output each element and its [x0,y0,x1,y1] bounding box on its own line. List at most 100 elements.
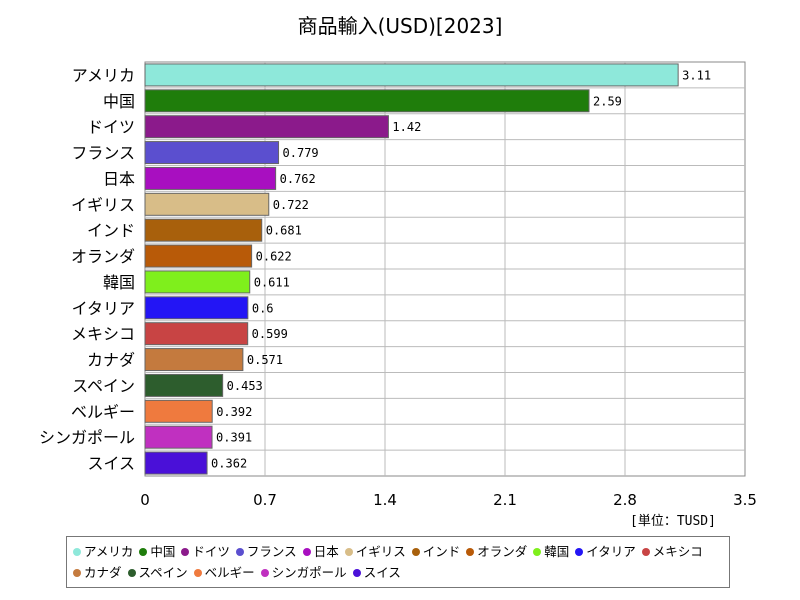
axis-layer: 0 0.7 1.4 2.1 2.8 3.5 [140,491,757,509]
legend-item: 韓国 [533,541,569,562]
category-label: イタリア [72,299,135,318]
legend-swatch [344,547,353,556]
legend-label: イタリア [586,544,636,559]
legend-label: 中国 [150,544,176,559]
category-label: オランダ [71,247,135,266]
value-label: 0.571 [247,353,283,367]
legend-label: 韓国 [544,544,570,559]
value-label: 0.622 [256,250,292,264]
bar [144,244,253,268]
legend-item: アメリカ [73,541,133,562]
bar [144,218,263,242]
legend-item: オランダ [466,541,527,562]
legend-item: ベルギー [193,562,255,583]
legend-swatch [411,547,420,556]
bar [144,141,280,165]
category-label: 韓国 [103,273,135,292]
category-label: カナダ [87,351,135,370]
value-label: 0.453 [227,379,263,393]
category-label: シンガポール [39,428,135,447]
unit-label: [単位：TUSD] [630,514,716,529]
legend-item: スイス [352,562,401,583]
value-label: 0.762 [280,172,316,186]
legend: アメリカ 中国 ドイツ フランス 日本 イギリス インド オランダ 韓国 イタリア メキシコ カナダ ス… [66,536,730,588]
legend-swatch [139,547,148,556]
category-label: スペイン [72,376,135,395]
bar [144,399,213,423]
x-tick-label: 2.8 [613,491,637,509]
legend-label: アメリカ [84,544,134,559]
legend-swatch [352,568,361,577]
legend-item: シンガポール [260,562,347,583]
bar [144,63,679,87]
legend-item: フランス [235,541,297,562]
legend-label: 日本 [313,544,339,559]
legend-label: カナダ [84,565,122,580]
legend-label: メキシコ [652,544,703,559]
bar [144,115,389,139]
category-label: ドイツ [87,118,135,137]
bar [144,296,249,320]
category-label: 中国 [103,92,135,111]
category-label: ベルギー [71,402,135,421]
category-label: インド [87,221,135,240]
value-label: 0.611 [254,275,290,289]
legend-swatch [260,568,269,577]
value-label: 1.42 [392,120,421,134]
legend-label: ドイツ [192,544,230,559]
legend-swatch [73,568,81,577]
legend-swatch [73,547,81,556]
legend-swatch [533,547,542,556]
category-label: 日本 [103,169,135,188]
legend-label: オランダ [477,544,528,559]
category-label: アメリカ [72,66,135,85]
bar-layer [144,63,679,475]
value-label: 0.599 [252,327,288,341]
legend-label: シンガポール [271,565,347,580]
legend-swatch [575,547,584,556]
category-label: フランス [71,144,135,163]
legend-item: カナダ [73,562,122,583]
legend-label: インド [422,544,461,559]
chart-title: 商品輸入(USD)[2023] [297,14,503,38]
bar [144,166,277,190]
category-label: メキシコ [71,325,135,344]
value-label: 0.391 [216,431,252,445]
legend-swatch [641,547,650,556]
legend-item: イギリス [344,541,406,562]
label-layer: アメリカ 3.11 中国 2.59 ドイツ 1.42 フランス 0.779 日本 0.762 イギリ… [39,66,711,473]
x-tick-label: 1.4 [373,491,397,509]
legend-label: フランス [246,544,297,559]
bar [144,348,244,372]
x-tick-label: 0 [140,491,150,509]
category-label: スイス [87,454,135,473]
value-label: 0.722 [273,198,309,212]
x-tick-label: 0.7 [253,491,277,509]
bar [144,425,213,449]
value-label: 0.362 [211,457,247,471]
value-label: 0.6 [252,301,274,315]
value-label: 2.59 [593,94,622,108]
legend-swatch [235,547,244,556]
legend-swatch [127,568,136,577]
bar [144,89,590,113]
value-label: 0.392 [216,405,252,419]
legend-item: スペイン [127,562,188,583]
value-label: 0.681 [266,224,302,238]
value-label: 3.11 [682,68,711,82]
legend-label: イギリス [355,544,406,559]
x-tick-label: 3.5 [733,491,757,509]
x-tick-label: 2.1 [493,491,517,509]
legend-swatch [302,547,311,556]
value-label: 0.779 [283,146,319,160]
legend-item: イタリア [575,541,636,562]
legend-item: メキシコ [641,541,703,562]
bar [144,192,270,216]
bar [144,451,208,475]
legend-swatch [181,547,190,556]
legend-swatch [466,547,475,556]
legend-swatch [193,568,202,577]
bar [144,270,251,294]
legend-label: スイス [363,565,401,580]
